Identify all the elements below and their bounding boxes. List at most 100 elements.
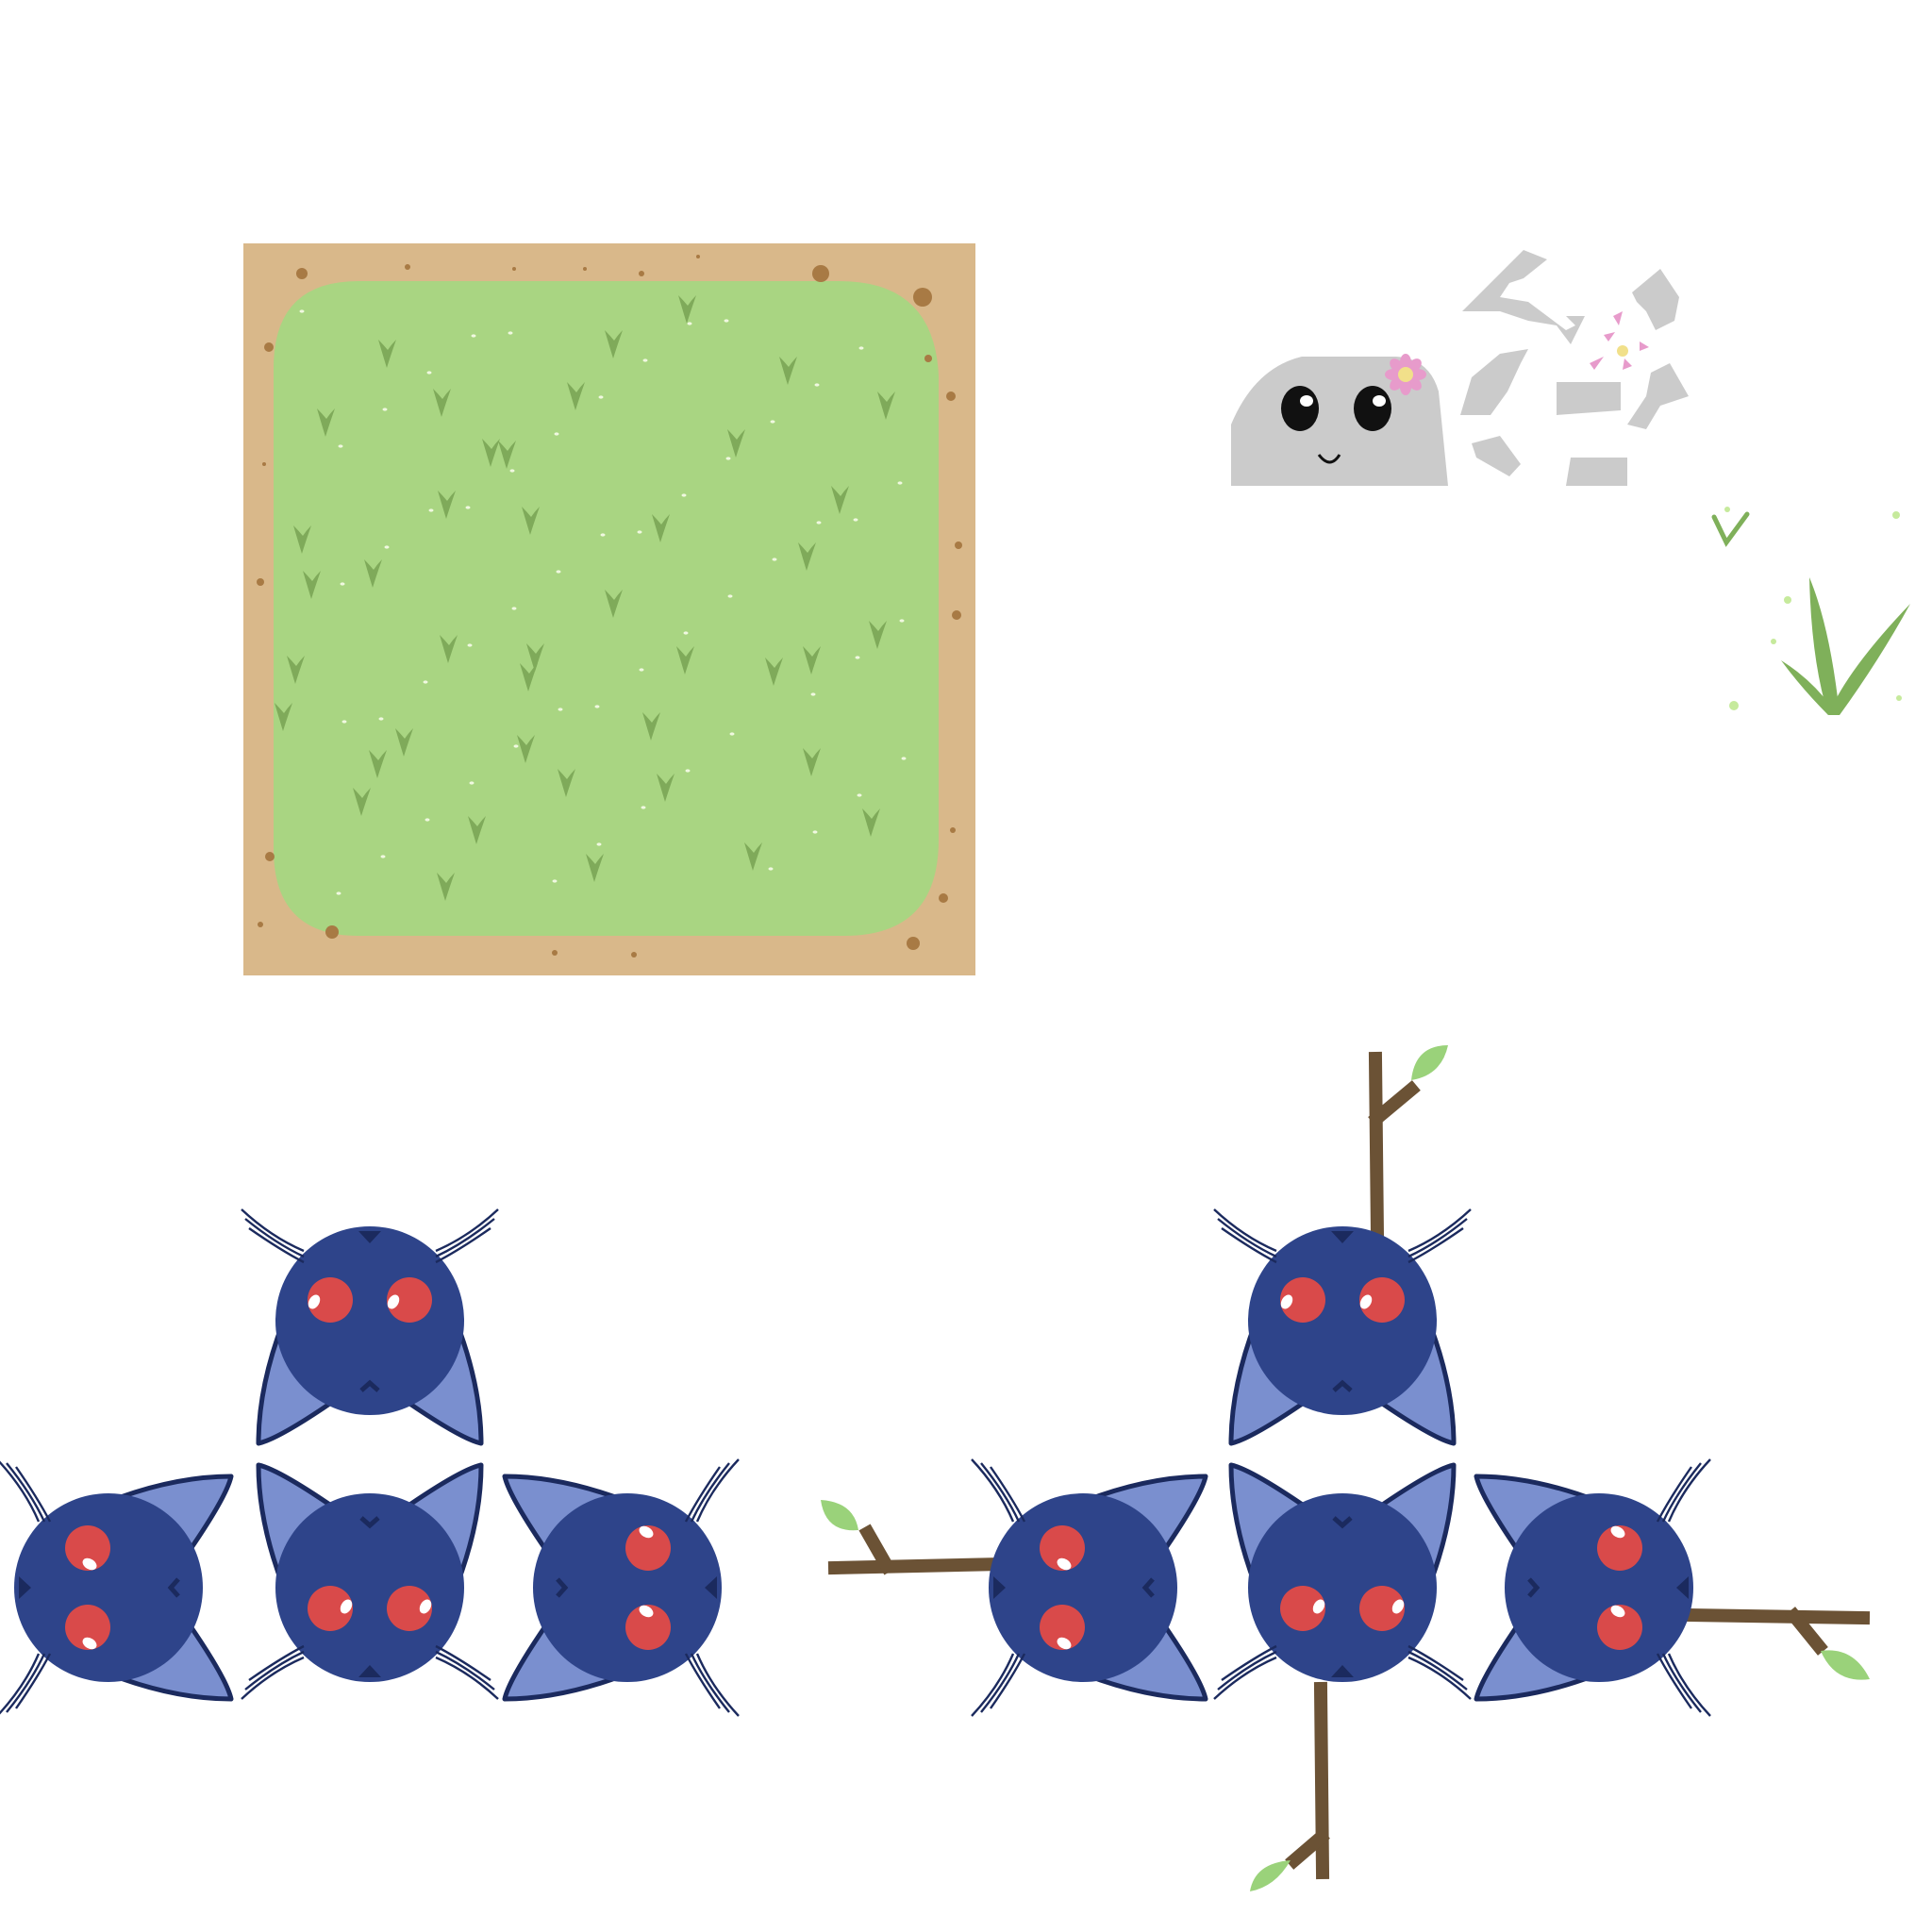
- grass-tuft: [293, 525, 311, 554]
- petal-scraps: [1590, 311, 1649, 370]
- grass-dot: [382, 408, 388, 411]
- cat-eye: [625, 1525, 671, 1571]
- cat-head-up: [241, 1208, 499, 1446]
- dirt-speck: [939, 893, 948, 903]
- grass-dot: [471, 334, 476, 338]
- grass-dots: [299, 309, 907, 895]
- grass-dot: [423, 680, 428, 684]
- grass-dot: [639, 668, 644, 672]
- grass-tuft: [765, 658, 783, 686]
- grass-dot: [857, 793, 862, 797]
- grass-tile: [243, 243, 975, 975]
- broken-rock: [1460, 250, 1689, 486]
- grass-dot: [465, 506, 471, 509]
- grass-tuft: [468, 816, 486, 844]
- cat-eye: [1597, 1605, 1642, 1650]
- cat-head-up-stick: [1213, 1208, 1472, 1446]
- grass-tuft: [498, 441, 516, 469]
- grass-tuft: [287, 656, 305, 684]
- grass-dot: [681, 493, 687, 497]
- grass-tuft: [364, 559, 382, 588]
- cat-eye: [308, 1277, 353, 1323]
- cat-head-left-stick: [971, 1458, 1208, 1717]
- cat-head: [989, 1493, 1177, 1682]
- grass-tuft: [586, 854, 604, 882]
- cat-eye: [1040, 1525, 1085, 1571]
- cat-head: [275, 1226, 464, 1415]
- flower-icon: [1385, 354, 1426, 395]
- grass-dot: [683, 631, 689, 635]
- cat-head-down: [241, 1462, 499, 1700]
- grass-tufts: [275, 295, 895, 901]
- dirt-speck: [631, 952, 637, 958]
- grass-dot: [594, 705, 600, 708]
- dirt-speck: [907, 937, 920, 950]
- grass-dot: [642, 358, 648, 362]
- grass-tuft: [642, 712, 660, 741]
- grass-dot: [641, 806, 646, 809]
- cat-eye: [1040, 1605, 1085, 1650]
- grass-dot: [336, 891, 341, 895]
- grass-dot: [380, 855, 386, 858]
- grass-tuft: [831, 486, 849, 514]
- cat-heads-plain: [0, 1208, 740, 1717]
- grass-dot: [299, 309, 305, 313]
- grass-tuft: [353, 788, 371, 816]
- cat-eye: [1280, 1586, 1325, 1631]
- grass-tuft: [803, 748, 821, 776]
- grass-dot: [729, 732, 735, 736]
- cat-head: [1248, 1493, 1437, 1682]
- grass-tuft: [657, 774, 675, 802]
- grass-tuft: [869, 621, 887, 649]
- cat-head-left: [0, 1458, 234, 1717]
- grass-dot: [814, 383, 820, 387]
- cat-eye: [625, 1605, 671, 1650]
- grass-tuft: [605, 590, 623, 618]
- grass-sprouts: [1711, 507, 1910, 715]
- dirt-speck: [946, 391, 956, 401]
- dirt-speck: [512, 267, 516, 271]
- dirt-speck: [639, 271, 644, 276]
- grass-dot: [552, 879, 558, 883]
- grass-dot: [770, 420, 775, 424]
- dirt-speck: [583, 267, 587, 271]
- grass-tuft: [678, 295, 696, 324]
- cat-head-right: [502, 1458, 740, 1717]
- grass-tuft: [438, 491, 456, 519]
- grass-tuft: [520, 663, 538, 691]
- grass-dot: [338, 444, 343, 448]
- grass-dot: [596, 842, 602, 846]
- dirt-speck: [950, 827, 956, 833]
- dirt-speck: [325, 925, 339, 939]
- dirt-speck: [265, 852, 275, 861]
- cat-head: [533, 1493, 722, 1682]
- cat-eye: [308, 1586, 353, 1631]
- dirt-speck: [257, 578, 264, 586]
- cat-eye: [65, 1525, 110, 1571]
- grass-dot: [340, 582, 345, 586]
- grass-dot: [816, 521, 822, 525]
- sticks: [827, 1051, 1871, 1880]
- grass-dot: [554, 432, 559, 436]
- cat-heads-with-sticks: [971, 1208, 1711, 1717]
- grass-dot: [341, 720, 347, 724]
- rock-with-flower: [1231, 354, 1448, 486]
- dirt-specks: [257, 255, 962, 958]
- cat-head-right-stick: [1474, 1458, 1711, 1717]
- dirt-speck: [696, 255, 700, 258]
- grass-tuft: [482, 439, 500, 467]
- grass-tuft: [727, 429, 745, 458]
- rock-face: [1281, 386, 1391, 464]
- grass-tuft: [522, 507, 540, 535]
- grass-dot: [899, 619, 905, 623]
- dirt-speck: [924, 355, 932, 362]
- grass-dot: [901, 757, 907, 760]
- grass-tuft: [877, 391, 895, 420]
- grass-tuft: [862, 808, 880, 837]
- grass-tuft: [303, 571, 321, 599]
- grass-tuft: [803, 646, 821, 675]
- cat-head: [14, 1493, 203, 1682]
- cat-eye: [65, 1605, 110, 1650]
- grass-dot: [858, 346, 864, 350]
